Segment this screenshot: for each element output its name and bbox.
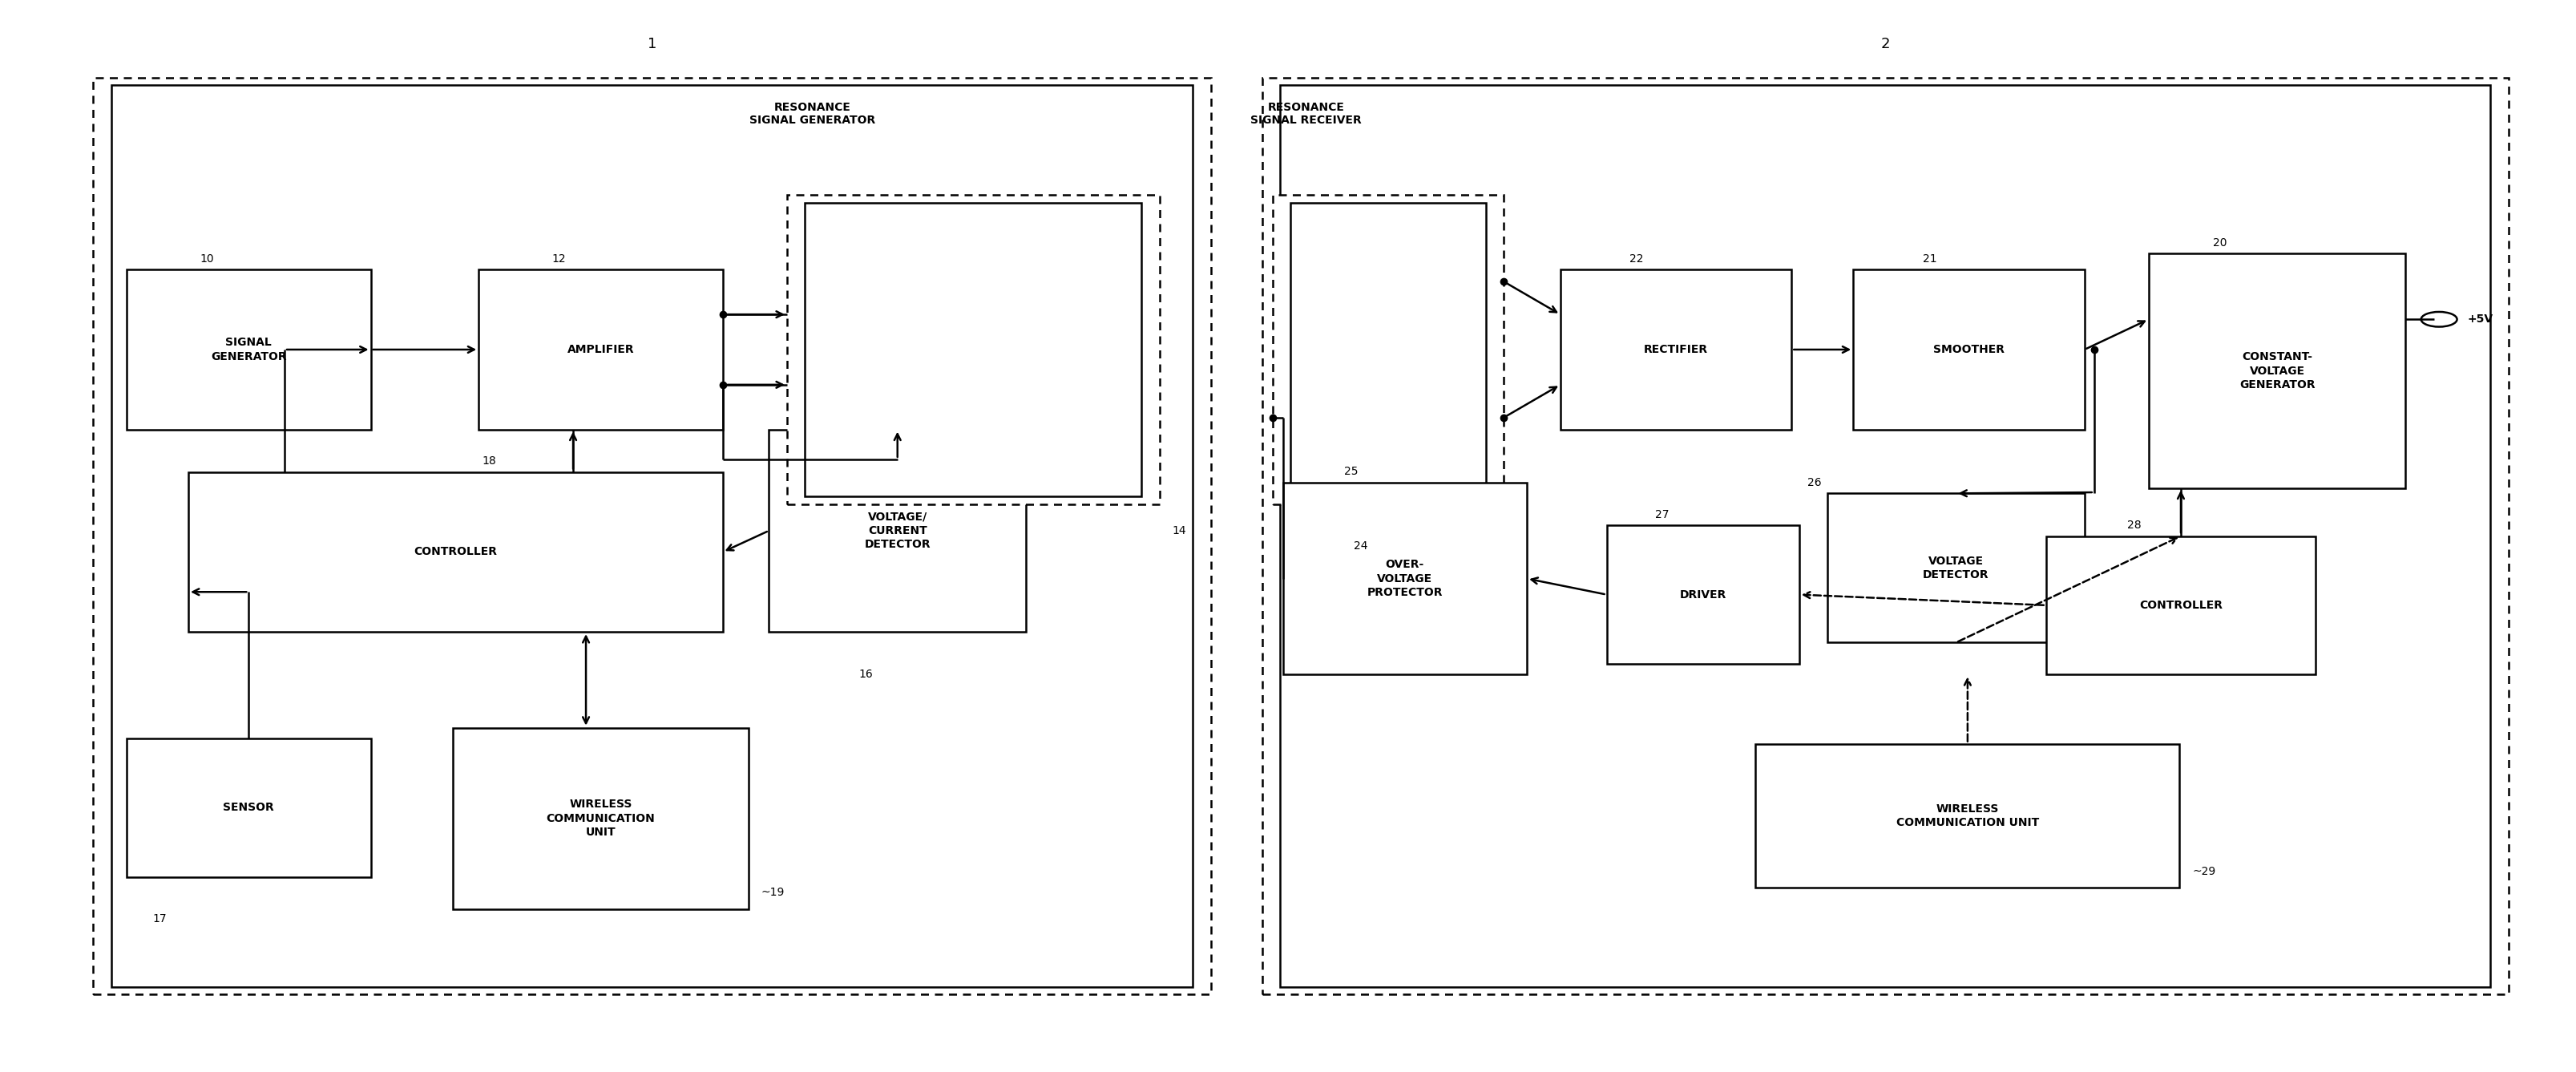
Bar <box>2148 254 2406 488</box>
Text: 1: 1 <box>647 36 657 51</box>
Bar <box>788 195 1159 504</box>
Bar <box>188 472 724 631</box>
Text: 17: 17 <box>152 913 167 925</box>
Bar <box>479 270 724 430</box>
Text: 22: 22 <box>1631 253 1643 265</box>
Text: VOLTAGE/
CURRENT
DETECTOR: VOLTAGE/ CURRENT DETECTOR <box>866 511 930 550</box>
Text: 28: 28 <box>2128 520 2141 531</box>
Bar <box>111 86 1193 986</box>
Text: 24: 24 <box>1352 540 1368 552</box>
Bar <box>1757 744 2179 888</box>
Text: CONTROLLER: CONTROLLER <box>2138 599 2223 611</box>
Bar <box>1273 195 1504 504</box>
Text: RECTIFIER: RECTIFIER <box>1643 344 1708 355</box>
Text: AMPLIFIER: AMPLIFIER <box>567 344 634 355</box>
Text: 14: 14 <box>1172 525 1188 536</box>
Text: 18: 18 <box>482 456 497 466</box>
Text: ~29: ~29 <box>2192 866 2215 877</box>
Text: DRIVER: DRIVER <box>1680 589 1726 600</box>
Text: 27: 27 <box>1654 509 1669 520</box>
Text: 12: 12 <box>551 253 567 265</box>
Bar <box>1280 86 2491 986</box>
Bar <box>126 270 371 430</box>
Text: SENSOR: SENSOR <box>224 802 273 814</box>
Text: RESONANCE
SIGNAL RECEIVER: RESONANCE SIGNAL RECEIVER <box>1249 102 1363 125</box>
Text: ~19: ~19 <box>762 887 786 898</box>
Text: OVER-
VOLTAGE
PROTECTOR: OVER- VOLTAGE PROTECTOR <box>1368 560 1443 598</box>
Bar <box>1607 525 1798 664</box>
Bar <box>804 203 1141 496</box>
Text: 2: 2 <box>1880 36 1891 51</box>
Text: +5V: +5V <box>2468 314 2494 325</box>
Bar <box>770 430 1025 631</box>
Bar <box>453 728 750 909</box>
Bar <box>1262 78 2509 994</box>
Text: 25: 25 <box>1345 466 1358 477</box>
Bar <box>1852 270 2084 430</box>
Text: WIRELESS
COMMUNICATION
UNIT: WIRELESS COMMUNICATION UNIT <box>546 799 654 838</box>
Text: 10: 10 <box>201 253 214 265</box>
Bar <box>1561 270 1790 430</box>
Text: 20: 20 <box>2213 237 2228 249</box>
Text: 26: 26 <box>1806 477 1821 488</box>
Text: VOLTAGE
DETECTOR: VOLTAGE DETECTOR <box>1922 555 1989 581</box>
Text: 16: 16 <box>858 669 873 680</box>
Bar <box>1291 203 1486 496</box>
Bar <box>2045 536 2316 674</box>
Text: RESONANCE
SIGNAL GENERATOR: RESONANCE SIGNAL GENERATOR <box>750 102 876 125</box>
Text: WIRELESS
COMMUNICATION UNIT: WIRELESS COMMUNICATION UNIT <box>1896 803 2040 829</box>
Text: SIGNAL
GENERATOR: SIGNAL GENERATOR <box>211 337 286 362</box>
Bar <box>1826 493 2084 642</box>
Text: CONSTANT-
VOLTAGE
GENERATOR: CONSTANT- VOLTAGE GENERATOR <box>2239 352 2316 390</box>
Text: CONTROLLER: CONTROLLER <box>415 547 497 557</box>
Bar <box>126 739 371 877</box>
Bar <box>1283 482 1528 674</box>
Text: 21: 21 <box>1922 253 1937 265</box>
Text: SMOOTHER: SMOOTHER <box>1932 344 2004 355</box>
Bar <box>93 78 1211 994</box>
